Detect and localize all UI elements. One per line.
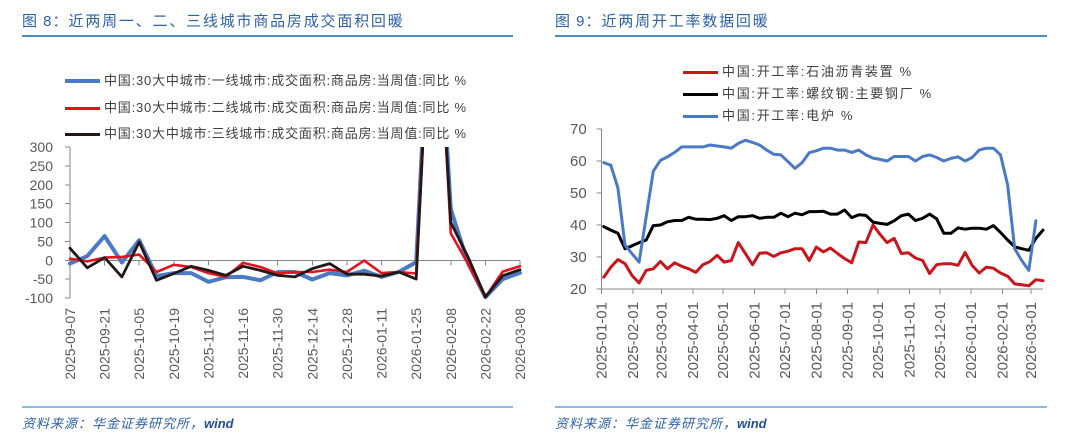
y-tick-label: 250 <box>30 158 54 174</box>
figure-9-source-divider <box>555 406 1047 408</box>
series-line-tier2 <box>68 147 522 299</box>
x-tick-label: 2025-12-01 <box>932 302 949 379</box>
legend-label: 中国:开工率:电炉 % <box>722 108 855 123</box>
x-tick-label: 2026-01-11 <box>374 308 390 379</box>
x-tick-label: 2025-02-01 <box>625 302 642 379</box>
series-line-tier1 <box>68 147 522 300</box>
y-tick-label: 60 <box>570 153 587 170</box>
y-tick-label: 20 <box>570 281 587 298</box>
x-tick-label: 2025-01-01 <box>594 302 611 379</box>
x-tick-label: 2025-12-14 <box>304 308 320 380</box>
legend-label: 中国:30大中城市:三线城市:成交面积:商品房:当周值:同比 % <box>104 126 467 141</box>
figure-8-title-divider <box>22 35 513 37</box>
figure-9-line-chart: 20 30 40 50 60 70 2025-01-01 2025-02-01 2025-03-… <box>570 121 1045 379</box>
y-tick-label: 70 <box>570 121 587 138</box>
x-tick-label: 2026-01-25 <box>408 308 424 380</box>
series-lines <box>68 147 522 300</box>
y-tick-label: -50 <box>33 271 53 287</box>
series-line-electric-furnace <box>602 138 1038 272</box>
x-tick-label: 2026-01-01 <box>963 302 980 379</box>
x-tick-label: 2025-09-07 <box>62 308 78 380</box>
y-tick-label: 30 <box>570 249 587 266</box>
source-text: 资料来源：华金证券研究所， <box>22 416 205 431</box>
figure-8-label: 图 8： <box>22 13 69 30</box>
legend-swatch-black-line-icon <box>65 133 100 136</box>
legend-label: 中国:30大中城市:二线城市:成交面积:商品房:当周值:同比 % <box>104 100 467 115</box>
x-tick-label: 2026-03-01 <box>1023 302 1040 379</box>
y-tick-label: -100 <box>25 290 53 306</box>
x-tick-label: 2025-10-19 <box>166 308 182 380</box>
figure-9-title-text: 近两周开工率数据回暖 <box>601 13 770 30</box>
x-tick-label: 2026-02-01 <box>995 302 1012 379</box>
y-tick-label: 150 <box>30 196 54 212</box>
figure-9-label: 图 9： <box>555 13 602 30</box>
x-tick-label: 2025-06-01 <box>747 302 764 379</box>
x-tick-label: 2025-09-21 <box>97 308 113 380</box>
series-line-tier3 <box>68 147 522 299</box>
series-line-rebar <box>602 208 1045 252</box>
legend-swatch-black-line-icon <box>683 93 718 96</box>
legend-label: 中国:开工率:螺纹钢:主要钢厂 % <box>722 86 933 101</box>
figure-9-title-divider <box>555 35 1047 37</box>
x-tick-label: 2026-03-08 <box>512 308 528 380</box>
y-tick-label: 0 <box>45 252 53 268</box>
legend-swatch-blue-line-icon <box>65 79 100 83</box>
source-text: 资料来源：华金证券研究所， <box>555 416 738 431</box>
x-tick-label: 2025-03-01 <box>653 302 670 379</box>
figure-8-line-chart: -100 -50 0 50 100 150 200 250 300 2025-09-07 2025-… <box>25 139 528 380</box>
legend-swatch-red-line-icon <box>683 71 718 74</box>
x-tick-label: 2025-11-02 <box>201 308 217 379</box>
legend-label: 中国:30大中城市:一线城市:成交面积:商品房:当周值:同比 % <box>104 73 467 88</box>
figure-9-title: 图 9：近两周开工率数据回暖 <box>555 12 770 32</box>
x-tick-label: 2025-10-05 <box>131 308 147 380</box>
series-line-asphalt <box>602 223 1045 288</box>
x-tick-label: 2025-04-01 <box>685 302 702 379</box>
source-wind: wind <box>204 416 234 431</box>
x-tick-label: 2025-10-01 <box>870 302 887 379</box>
y-tick-label: 40 <box>570 217 587 234</box>
x-tick-label: 2025-09-01 <box>840 302 857 379</box>
y-tick-label: 300 <box>30 139 54 155</box>
x-tick-label: 2025-11-30 <box>270 308 286 379</box>
legend-swatch-red-line-icon <box>65 107 100 110</box>
x-tick-label: 2025-07-01 <box>777 302 794 379</box>
x-tick-label: 2026-02-08 <box>443 308 459 380</box>
legend-swatch-blue-line-icon <box>683 115 718 118</box>
x-tick-label: 2025-12-28 <box>339 308 355 380</box>
x-tick-label: 2025-11-01 <box>901 302 918 378</box>
legend-label: 中国:开工率:石油沥青装置 % <box>722 64 913 79</box>
source-wind: wind <box>737 416 767 431</box>
x-tick-label: 2025-11-16 <box>235 308 251 379</box>
y-tick-label: 50 <box>37 233 53 249</box>
figure-8-source-divider <box>22 406 513 408</box>
x-tick-label: 2025-08-01 <box>808 302 825 379</box>
axes: 20 30 40 50 60 70 2025-01-01 2025-02-01 2025-03-… <box>570 121 1043 379</box>
figure-8-source: 资料来源：华金证券研究所，wind <box>22 415 234 433</box>
x-tick-label: 2026-02-22 <box>477 308 493 380</box>
series-lines <box>602 138 1045 288</box>
figure-8-title: 图 8：近两周一、二、三线城市商品房成交面积回暖 <box>22 12 405 32</box>
y-tick-label: 200 <box>30 177 54 193</box>
x-tick-label: 2025-05-01 <box>715 302 732 379</box>
figure-9-source: 资料来源：华金证券研究所，wind <box>555 415 767 433</box>
figure-8-title-text: 近两周一、二、三线城市商品房成交面积回暖 <box>68 13 405 30</box>
y-tick-label: 100 <box>30 215 54 231</box>
y-tick-label: 50 <box>570 185 587 202</box>
